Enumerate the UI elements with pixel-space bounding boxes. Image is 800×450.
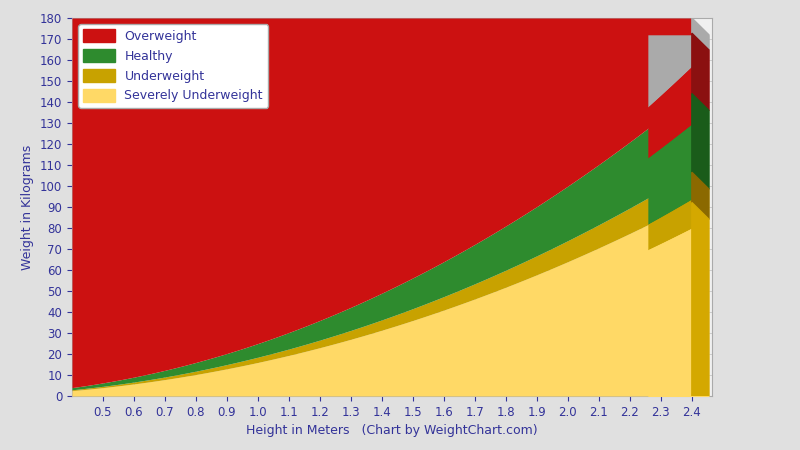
Polygon shape: [692, 33, 709, 110]
Legend: Overweight, Healthy, Underweight, Severely Underweight: Overweight, Healthy, Underweight, Severe…: [78, 24, 268, 108]
Polygon shape: [692, 94, 709, 189]
Y-axis label: Weight in Kilograms: Weight in Kilograms: [22, 144, 34, 270]
Polygon shape: [692, 202, 709, 413]
Polygon shape: [692, 18, 709, 50]
Polygon shape: [692, 172, 709, 219]
X-axis label: Height in Meters   (Chart by WeightChart.com): Height in Meters (Chart by WeightChart.c…: [246, 424, 538, 437]
